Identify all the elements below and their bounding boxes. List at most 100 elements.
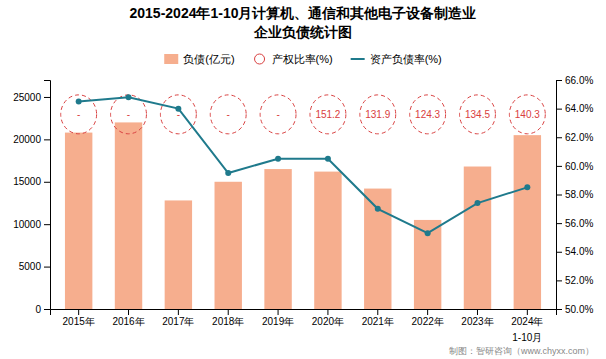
- y-tick-mark: [44, 224, 50, 225]
- ratio-label: 151.2: [315, 109, 340, 120]
- subtitle: 企业负债统计图: [253, 24, 352, 40]
- y2-tick: 64.0%: [556, 103, 593, 114]
- y-tick-mark: [44, 309, 50, 310]
- y2-tick-label: 66.0%: [565, 75, 593, 86]
- legend-item: 负债(亿元): [164, 53, 234, 65]
- x-tick-mark: [477, 309, 478, 315]
- footer: 制图：智研咨询（www.chyxx.com）: [449, 346, 594, 356]
- y-tick-mark: [44, 139, 50, 140]
- y2-tick-mark: [556, 280, 562, 281]
- y2-tick-mark: [556, 252, 562, 253]
- y2-tick-label: 56.0%: [565, 218, 593, 229]
- x-tick: 2020年: [312, 309, 344, 327]
- x-tick: 2022年: [412, 309, 444, 327]
- ratio-label: -: [227, 109, 230, 120]
- y-tick-mark: [44, 182, 50, 183]
- x-tick-label: 2016年: [112, 316, 144, 327]
- y2-tick-label: 54.0%: [565, 246, 593, 257]
- rate-point: [76, 98, 82, 104]
- x-tick-label: 2024年: [511, 316, 543, 327]
- x-tick-mark: [78, 309, 79, 315]
- bar: [514, 135, 541, 309]
- ratio-label: 124.3: [415, 109, 440, 120]
- rate-point: [524, 184, 530, 190]
- marks: [61, 94, 546, 309]
- y2-tick: 52.0%: [556, 275, 593, 286]
- x-tick-label: 2019年: [262, 316, 294, 327]
- ratio-label: -: [77, 109, 80, 120]
- rate-point: [375, 206, 381, 212]
- y-tick-label: 20000: [13, 134, 41, 145]
- x-tick: 2019年: [262, 309, 294, 327]
- x-tick: 2016年: [112, 309, 144, 327]
- annotation: 1-10月: [512, 332, 542, 343]
- legend-label: 产权比率(%): [272, 53, 333, 65]
- plot: 050001000015000200002500050.0%52.0%54.0%…: [13, 75, 593, 343]
- rate-point: [225, 170, 231, 176]
- y2-tick: 56.0%: [556, 218, 593, 229]
- x-tick: 2023年: [461, 309, 493, 327]
- ratio-label: -: [177, 109, 180, 120]
- y2-tick-mark: [556, 166, 562, 167]
- ratio-ellipse: [509, 95, 545, 134]
- y2-tick-label: 64.0%: [565, 103, 593, 114]
- y-tick-label: 10000: [13, 219, 41, 230]
- y-tick-label: 0: [35, 304, 41, 315]
- chart-root: 2015-2024年1-10月计算机、通信和其他电子设备制造业企业负债统计图 0 5…: [0, 0, 606, 359]
- y2-tick-label: 58.0%: [565, 189, 593, 200]
- x-tick-label: 2021年: [362, 316, 394, 327]
- x-tick-mark: [327, 309, 328, 315]
- ratio-label: 134.5: [465, 109, 490, 120]
- x-tick: 2021年: [362, 309, 394, 327]
- y-tick-mark: [44, 267, 50, 268]
- ratio-label: -: [127, 109, 130, 120]
- ratio-ellipse: [410, 95, 446, 134]
- bar: [314, 172, 341, 309]
- y2-tick-label: 60.0%: [565, 161, 593, 172]
- x-axis: 2015年2016年2017年2018年2019年2020年2021年2022年…: [51, 309, 557, 327]
- ratio-ellipse: [360, 95, 396, 134]
- y-tick-label: 25000: [13, 92, 41, 103]
- y2-axis: 50.0% 52.0% 54.0% 56.0% 58.0% 60.0% 62.0% 64.0%…: [556, 75, 593, 315]
- x-axis-line: [51, 310, 557, 316]
- y2-tick-mark: [556, 223, 562, 224]
- y-axis-line: [44, 81, 51, 310]
- bar: [364, 189, 391, 309]
- ratio-ellipse: [460, 95, 496, 134]
- y2-tick: 62.0%: [556, 132, 593, 143]
- ratio-labels: -----151.2131.9124.3134.5140.3: [77, 109, 540, 120]
- bar: [464, 167, 491, 309]
- ratio-label: 131.9: [365, 109, 390, 120]
- y2-tick: 50.0%: [556, 304, 593, 315]
- y-tick: 20000: [13, 134, 50, 145]
- ratio-ellipse: [210, 95, 246, 134]
- x-tick-mark: [178, 309, 179, 315]
- x-tick-label: 2023年: [461, 316, 493, 327]
- bar: [264, 169, 291, 309]
- y-tick: 10000: [13, 219, 50, 230]
- legend-swatch: [255, 54, 265, 64]
- x-tick-label: 2015年: [63, 316, 95, 327]
- title: 2015-2024年1-10月计算机、通信和其他电子设备制造业: [130, 5, 477, 21]
- x-tick: 2024年: [511, 309, 543, 327]
- ratio-ellipse: [260, 95, 296, 134]
- rate-point: [425, 230, 431, 236]
- y2-tick-label: 62.0%: [565, 132, 593, 143]
- y2-tick-label: 52.0%: [565, 275, 593, 286]
- y2-tick-mark: [556, 80, 562, 81]
- y-tick-label: 15000: [13, 176, 41, 187]
- y2-tick: 58.0%: [556, 189, 593, 200]
- x-tick-mark: [228, 309, 229, 315]
- ratio-ellipse: [310, 95, 346, 134]
- legend-item: 产权比率(%): [255, 53, 333, 65]
- y2-tick: 60.0%: [556, 161, 593, 172]
- rate-line: [79, 97, 528, 233]
- bar: [165, 200, 192, 309]
- legend-item: 资产负债率(%): [351, 53, 442, 65]
- x-tick: 2017年: [162, 309, 194, 327]
- bar: [414, 220, 441, 309]
- y2-tick: 54.0%: [556, 246, 593, 257]
- ratio-ellipse: [160, 95, 196, 134]
- rate-point: [325, 156, 331, 162]
- bar: [115, 122, 142, 309]
